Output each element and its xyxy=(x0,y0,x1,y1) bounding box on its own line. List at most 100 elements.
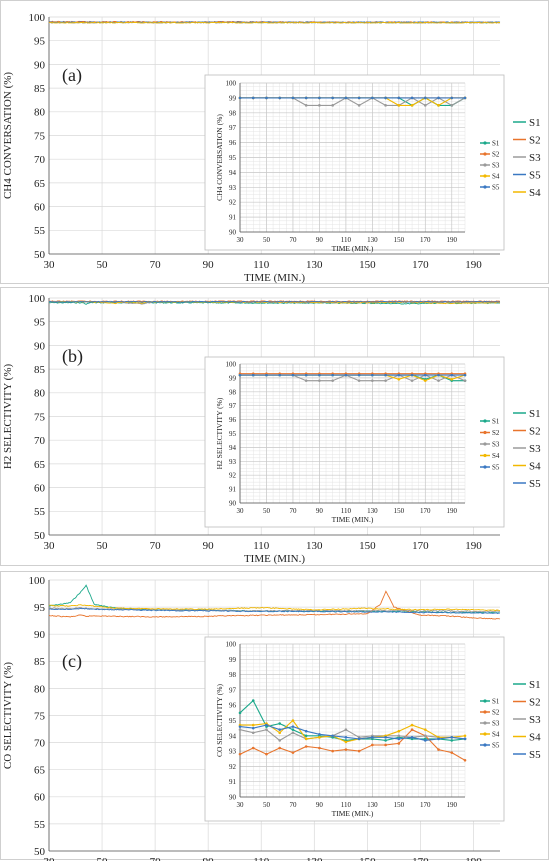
main-y-tick-label: 65 xyxy=(34,765,46,777)
main-x-tick-label: 130 xyxy=(306,540,323,552)
inset-y-tick-label: 94 xyxy=(229,169,237,177)
inset-legend-label-s3: S3 xyxy=(492,440,500,448)
inset-legend-marker-s4 xyxy=(483,174,487,178)
inset-data-point-s4 xyxy=(397,729,401,733)
inset-data-point-s2 xyxy=(304,745,308,748)
main-legend-label-s3: S3 xyxy=(529,714,541,726)
inset-data-point-s3 xyxy=(318,104,321,107)
inset-data-point-s3 xyxy=(238,728,242,731)
inset-x-tick-label: 190 xyxy=(447,507,458,515)
inset-data-point-s1 xyxy=(291,728,295,731)
inset-data-point-s5 xyxy=(371,373,374,377)
main-x-tick-label: 30 xyxy=(44,259,56,271)
inset-y-tick-label: 92 xyxy=(229,763,237,771)
inset-y-tick-label: 92 xyxy=(229,472,237,480)
inset-y-tick-label: 94 xyxy=(229,444,237,452)
inset-data-point-s2 xyxy=(238,752,242,756)
inset-data-point-s5 xyxy=(463,737,467,741)
inset-data-point-s4 xyxy=(437,104,440,107)
inset-data-point-s5 xyxy=(423,373,427,377)
main-y-tick-label: 65 xyxy=(34,459,46,471)
inset-data-point-s2 xyxy=(278,746,282,750)
inset-data-point-s3 xyxy=(318,379,321,382)
inset-data-point-s4 xyxy=(450,377,454,381)
inset-x-tick-label: 130 xyxy=(367,507,378,515)
inset-data-point-s2 xyxy=(371,743,374,747)
inset-y-axis-label: CH4 CONVERSATION (%) xyxy=(215,114,224,201)
main-y-tick-label: 55 xyxy=(34,506,46,518)
inset-x-tick-label: 70 xyxy=(289,801,297,809)
main-x-tick-label: 110 xyxy=(253,259,270,271)
main-legend-label-s1: S1 xyxy=(529,679,541,691)
main-legend-label-s4: S4 xyxy=(529,460,541,472)
main-x-tick-label: 70 xyxy=(150,856,162,861)
inset-legend-marker-s5 xyxy=(483,185,487,189)
inset-y-tick-label: 93 xyxy=(229,184,237,192)
inset-data-point-s1 xyxy=(304,734,308,738)
main-y-tick-label: 75 xyxy=(34,130,46,142)
inset-y-axis-label: CO SELECTIVITY (%) xyxy=(215,683,224,757)
inset-y-axis-label: H2 SELECTIVITY (%) xyxy=(215,397,224,469)
main-x-tick-label: 130 xyxy=(306,856,323,861)
inset-y-tick-label: 93 xyxy=(229,748,237,756)
inset-data-point-s2 xyxy=(331,749,334,753)
inset-data-point-s4 xyxy=(423,728,427,731)
inset-data-point-s4 xyxy=(278,731,282,735)
inset-data-point-s5 xyxy=(304,729,308,733)
main-legend-label-s2: S2 xyxy=(529,134,541,146)
inset-x-tick-label: 110 xyxy=(341,507,352,515)
inset-x-tick-label: 30 xyxy=(237,507,245,515)
inset-x-tick-label: 50 xyxy=(263,236,271,244)
inset-data-point-s5 xyxy=(450,96,454,100)
inset-data-point-s2 xyxy=(384,743,387,747)
main-x-tick-label: 130 xyxy=(306,259,323,271)
inset-x-tick-label: 190 xyxy=(447,801,458,809)
inset-legend-marker-s3 xyxy=(483,721,487,725)
panel-label: (b) xyxy=(62,346,83,367)
main-x-tick-label: 150 xyxy=(359,856,376,861)
main-y-tick-label: 85 xyxy=(34,83,46,95)
inset-data-point-s3 xyxy=(278,739,282,742)
main-legend-label-s5: S5 xyxy=(529,169,541,181)
inset-frame xyxy=(204,356,505,528)
main-legend-label-s2: S2 xyxy=(529,696,541,708)
inset-x-tick-label: 90 xyxy=(316,236,324,244)
inset-x-tick-label: 150 xyxy=(394,236,405,244)
chart-panel-b: 50 55 60 65 70 75 80 85 90 95 100 30 50 70 90 110 130 150… xyxy=(0,287,550,567)
inset-legend-marker-s1 xyxy=(483,141,487,145)
inset-x-tick-label: 170 xyxy=(420,507,431,515)
inset-legend-label-s2: S2 xyxy=(492,429,500,437)
inset-data-point-s5 xyxy=(291,725,295,728)
main-y-tick-label: 90 xyxy=(34,340,46,352)
inset-y-tick-label: 95 xyxy=(229,154,237,162)
main-legend-label-s2: S2 xyxy=(529,425,541,437)
inset-data-point-s5 xyxy=(384,96,387,100)
inset-data-point-s3 xyxy=(304,379,308,382)
inset-data-point-s1 xyxy=(384,739,387,742)
inset-legend-label-s4: S4 xyxy=(492,452,500,460)
inset-data-point-s2 xyxy=(291,751,295,754)
main-x-tick-label: 190 xyxy=(465,259,482,271)
inset-legend-label-s3: S3 xyxy=(492,161,500,169)
inset-x-tick-label: 150 xyxy=(394,507,405,515)
main-y-tick-label: 90 xyxy=(34,59,46,71)
main-y-tick-label: 85 xyxy=(34,656,46,668)
main-y-tick-label: 50 xyxy=(34,530,46,542)
inset-y-tick-label: 96 xyxy=(229,702,237,710)
inset-legend-label-s1: S1 xyxy=(492,139,500,147)
inset-data-point-s5 xyxy=(318,732,321,736)
main-legend-label-s4: S4 xyxy=(529,731,541,743)
main-y-tick-label: 50 xyxy=(34,249,46,261)
inset-data-point-s5 xyxy=(304,96,308,100)
inset-data-point-s5 xyxy=(423,96,427,100)
inset-data-point-s3 xyxy=(357,104,361,107)
inset-data-point-s3 xyxy=(397,734,401,738)
inset-legend-label-s1: S1 xyxy=(492,417,500,425)
main-x-tick-label: 170 xyxy=(412,856,429,861)
inset-data-point-s5 xyxy=(304,373,308,377)
inset-data-point-s5 xyxy=(344,96,348,100)
inset-data-point-s2 xyxy=(357,749,361,753)
inset-data-point-s4 xyxy=(423,379,427,382)
inset-data-point-s5 xyxy=(397,373,401,377)
